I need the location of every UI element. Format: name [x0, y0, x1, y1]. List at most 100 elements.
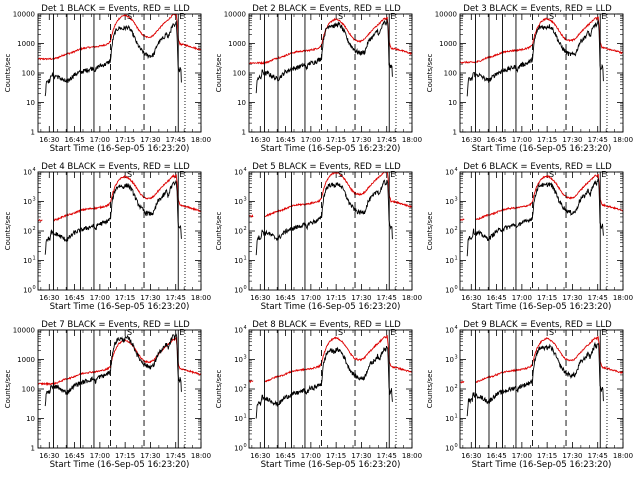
x-tick-label: 17:15	[537, 136, 557, 144]
x-tick-label: 17:00	[90, 294, 110, 302]
x-tick-label: 16:30	[250, 452, 270, 460]
panel-det-6: Det 6 BLACK = Events, RED = LLD Counts/se…	[426, 162, 633, 312]
x-tick-label: 17:00	[90, 136, 110, 144]
x-tick-label: 16:45	[486, 452, 506, 460]
y-tick-label: 1000	[17, 356, 35, 364]
y-axis-label: Counts/sec	[4, 370, 12, 409]
y-tick-label: 10	[234, 257, 243, 265]
y-tick-label: 10	[23, 169, 32, 177]
y-tick-label: 10	[445, 356, 454, 364]
panel-det-2: Det 2 BLACK = Events, RED = LLD Counts/se…	[215, 4, 422, 154]
x-tick-label: 18:00	[402, 452, 422, 460]
y-tick-exponent: 2	[244, 384, 247, 390]
marker-letter: E	[390, 12, 395, 21]
series-lld	[249, 380, 254, 384]
panel-det-5: Det 5 BLACK = Events, RED = LLD Counts/se…	[215, 162, 422, 312]
marker-letter: E	[179, 328, 184, 337]
series-events	[44, 332, 182, 407]
x-tick-label: 16:30	[39, 452, 59, 460]
series-lld	[249, 16, 412, 65]
y-tick-exponent: 2	[455, 226, 458, 232]
series-events	[255, 179, 393, 256]
plot-frame	[37, 329, 202, 449]
marker-letter: S	[338, 170, 343, 179]
y-tick-label: 100	[233, 70, 246, 78]
y-tick-exponent: 4	[33, 167, 36, 173]
y-tick-exponent: 1	[455, 256, 458, 262]
x-tick-label: 17:15	[115, 452, 135, 460]
y-tick-label: 1	[31, 129, 35, 137]
series-events	[466, 178, 604, 257]
x-tick-label: 17:00	[512, 294, 532, 302]
series-lld	[264, 335, 412, 383]
y-tick-exponent: 4	[455, 167, 458, 173]
panel-title: Det 4 BLACK = Events, RED = LLD	[41, 162, 190, 172]
y-tick-label: 1000	[228, 40, 246, 48]
panel-title: Det 5 BLACK = Events, RED = LLD	[252, 162, 401, 172]
x-tick-label: 16:30	[461, 452, 481, 460]
x-tick-label: 17:30	[351, 294, 371, 302]
series-lld	[249, 214, 254, 218]
x-tick-label: 16:45	[486, 136, 506, 144]
plot-frame	[248, 329, 413, 449]
x-tick-label: 17:00	[301, 136, 321, 144]
y-axis-label: Counts/sec	[215, 370, 223, 409]
x-tick-label: 17:30	[562, 294, 582, 302]
y-tick-label: 10	[23, 257, 32, 265]
y-tick-exponent: 0	[33, 285, 36, 291]
y-tick-label: 1000	[439, 40, 457, 48]
x-tick-label: 17:45	[166, 294, 186, 302]
y-tick-exponent: 4	[455, 325, 458, 331]
marker-letter: E	[601, 170, 606, 179]
marker-letter: S	[549, 328, 554, 337]
panel-title: Det 9 BLACK = Events, RED = LLD	[463, 320, 612, 330]
marker-letter: E	[179, 12, 184, 21]
series-lld	[460, 16, 623, 64]
y-tick-label: 10	[234, 386, 243, 394]
x-tick-label: 18:00	[402, 294, 422, 302]
y-tick-exponent: 1	[455, 414, 458, 420]
panel-det-8: Det 8 BLACK = Events, RED = LLD Counts/se…	[215, 320, 422, 470]
x-tick-label: 16:30	[39, 294, 59, 302]
y-tick-label: 10	[234, 356, 243, 364]
panel-title: Det 8 BLACK = Events, RED = LLD	[252, 320, 401, 330]
marker-letter: S	[127, 12, 132, 21]
y-tick-exponent: 4	[244, 167, 247, 173]
x-tick-label: 17:30	[140, 452, 160, 460]
series-lld	[264, 172, 412, 218]
y-tick-label: 10	[234, 169, 243, 177]
plot-frame	[459, 329, 624, 449]
y-tick-exponent: 3	[33, 197, 36, 203]
y-axis-label: Counts/sec	[4, 54, 12, 93]
y-tick-label: 10	[445, 169, 454, 177]
x-tick-label: 17:00	[90, 452, 110, 460]
plot-frame	[459, 171, 624, 291]
x-axis-label: Start Time (16-Sep-05 16:23:20)	[50, 302, 190, 312]
marker-letter: E	[390, 328, 395, 337]
series-events	[466, 19, 604, 97]
marker-letter: S	[338, 328, 343, 337]
series-events	[44, 19, 182, 97]
y-tick-label: 10	[445, 287, 454, 295]
panel-det-1: Det 1 BLACK = Events, RED = LLD Counts/se…	[4, 4, 211, 154]
x-tick-label: 18:00	[613, 136, 633, 144]
y-tick-label: 1000	[17, 40, 35, 48]
y-tick-label: 100	[444, 70, 457, 78]
y-tick-exponent: 0	[244, 285, 247, 291]
x-tick-label: 17:30	[562, 136, 582, 144]
y-tick-label: 1	[453, 129, 457, 137]
series-lld	[460, 380, 465, 384]
x-tick-label: 16:30	[250, 136, 270, 144]
y-tick-exponent: 3	[244, 197, 247, 203]
y-tick-label: 10	[445, 228, 454, 236]
y-tick-label: 10	[23, 228, 32, 236]
x-axis-label: Start Time (16-Sep-05 16:23:20)	[472, 144, 612, 154]
marker-letter: E	[390, 170, 395, 179]
marker-letter: S	[549, 170, 554, 179]
y-tick-exponent: 2	[33, 226, 36, 232]
y-tick-exponent: 1	[244, 256, 247, 262]
y-tick-label: 10	[237, 99, 246, 107]
panel-title: Det 6 BLACK = Events, RED = LLD	[463, 162, 612, 172]
x-tick-label: 16:45	[275, 136, 295, 144]
